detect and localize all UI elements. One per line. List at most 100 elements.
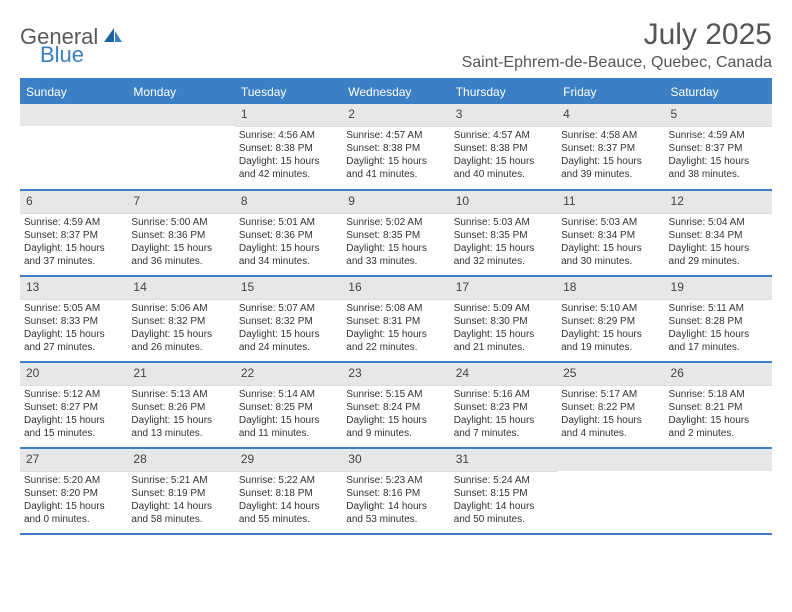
day-number: 30 (342, 449, 449, 472)
day-d2: and 13 minutes. (131, 427, 230, 440)
day-d1: Daylight: 15 hours (346, 328, 445, 341)
day-sr: Sunrise: 5:13 AM (131, 388, 230, 401)
day-ss: Sunset: 8:35 PM (454, 229, 553, 242)
day-sr: Sunrise: 5:07 AM (239, 302, 338, 315)
day-cell-10: 10Sunrise: 5:03 AMSunset: 8:35 PMDayligh… (450, 190, 557, 276)
empty-day-num (20, 104, 127, 126)
day-content: Sunrise: 5:09 AMSunset: 8:30 PMDaylight:… (450, 300, 557, 358)
day-d1: Daylight: 14 hours (346, 500, 445, 513)
day-cell-4: 4Sunrise: 4:58 AMSunset: 8:37 PMDaylight… (557, 104, 664, 190)
day-number: 20 (20, 363, 127, 386)
day-content: Sunrise: 5:10 AMSunset: 8:29 PMDaylight:… (557, 300, 664, 358)
day-ss: Sunset: 8:34 PM (561, 229, 660, 242)
day-content: Sunrise: 5:16 AMSunset: 8:23 PMDaylight:… (450, 386, 557, 444)
day-number: 6 (20, 191, 127, 214)
day-d1: Daylight: 15 hours (454, 328, 553, 341)
day-d1: Daylight: 15 hours (131, 328, 230, 341)
month-title: July 2025 (462, 18, 772, 52)
calendar-table: SundayMondayTuesdayWednesdayThursdayFrid… (20, 78, 772, 535)
day-cell-empty (665, 448, 772, 534)
day-sr: Sunrise: 5:09 AM (454, 302, 553, 315)
day-ss: Sunset: 8:19 PM (131, 487, 230, 500)
day-content: Sunrise: 4:58 AMSunset: 8:37 PMDaylight:… (557, 127, 664, 185)
day-cell-1: 1Sunrise: 4:56 AMSunset: 8:38 PMDaylight… (235, 104, 342, 190)
day-ss: Sunset: 8:20 PM (24, 487, 123, 500)
day-ss: Sunset: 8:27 PM (24, 401, 123, 414)
day-ss: Sunset: 8:21 PM (669, 401, 768, 414)
day-d2: and 32 minutes. (454, 255, 553, 268)
day-cell-7: 7Sunrise: 5:00 AMSunset: 8:36 PMDaylight… (127, 190, 234, 276)
day-cell-5: 5Sunrise: 4:59 AMSunset: 8:37 PMDaylight… (665, 104, 772, 190)
day-number: 25 (557, 363, 664, 386)
day-number: 24 (450, 363, 557, 386)
day-cell-12: 12Sunrise: 5:04 AMSunset: 8:34 PMDayligh… (665, 190, 772, 276)
day-sr: Sunrise: 4:56 AM (239, 129, 338, 142)
day-number: 31 (450, 449, 557, 472)
day-number: 3 (450, 104, 557, 127)
day-d2: and 55 minutes. (239, 513, 338, 526)
day-number: 12 (665, 191, 772, 214)
day-cell-16: 16Sunrise: 5:08 AMSunset: 8:31 PMDayligh… (342, 276, 449, 362)
day-cell-21: 21Sunrise: 5:13 AMSunset: 8:26 PMDayligh… (127, 362, 234, 448)
day-sr: Sunrise: 5:10 AM (561, 302, 660, 315)
location: Saint-Ephrem-de-Beauce, Quebec, Canada (462, 54, 772, 72)
day-d1: Daylight: 15 hours (454, 155, 553, 168)
day-d1: Daylight: 15 hours (669, 414, 768, 427)
day-d2: and 58 minutes. (131, 513, 230, 526)
day-ss: Sunset: 8:37 PM (669, 142, 768, 155)
day-ss: Sunset: 8:29 PM (561, 315, 660, 328)
day-d2: and 37 minutes. (24, 255, 123, 268)
day-sr: Sunrise: 5:24 AM (454, 474, 553, 487)
day-number: 13 (20, 277, 127, 300)
day-number: 16 (342, 277, 449, 300)
day-content: Sunrise: 4:59 AMSunset: 8:37 PMDaylight:… (665, 127, 772, 185)
day-sr: Sunrise: 5:17 AM (561, 388, 660, 401)
day-cell-29: 29Sunrise: 5:22 AMSunset: 8:18 PMDayligh… (235, 448, 342, 534)
day-d1: Daylight: 15 hours (239, 414, 338, 427)
day-cell-empty (127, 104, 234, 190)
day-sr: Sunrise: 5:23 AM (346, 474, 445, 487)
day-ss: Sunset: 8:25 PM (239, 401, 338, 414)
day-content: Sunrise: 4:59 AMSunset: 8:37 PMDaylight:… (20, 214, 127, 272)
day-cell-empty (20, 104, 127, 190)
day-cell-23: 23Sunrise: 5:15 AMSunset: 8:24 PMDayligh… (342, 362, 449, 448)
day-ss: Sunset: 8:38 PM (239, 142, 338, 155)
day-d2: and 39 minutes. (561, 168, 660, 181)
day-d2: and 22 minutes. (346, 341, 445, 354)
day-d1: Daylight: 15 hours (669, 155, 768, 168)
day-d2: and 27 minutes. (24, 341, 123, 354)
day-cell-24: 24Sunrise: 5:16 AMSunset: 8:23 PMDayligh… (450, 362, 557, 448)
day-content: Sunrise: 5:20 AMSunset: 8:20 PMDaylight:… (20, 472, 127, 530)
day-number: 28 (127, 449, 234, 472)
day-sr: Sunrise: 5:14 AM (239, 388, 338, 401)
day-cell-11: 11Sunrise: 5:03 AMSunset: 8:34 PMDayligh… (557, 190, 664, 276)
day-number: 2 (342, 104, 449, 127)
day-header-monday: Monday (127, 79, 234, 104)
day-number: 26 (665, 363, 772, 386)
day-ss: Sunset: 8:18 PM (239, 487, 338, 500)
day-d1: Daylight: 15 hours (346, 242, 445, 255)
day-sr: Sunrise: 5:01 AM (239, 216, 338, 229)
day-ss: Sunset: 8:31 PM (346, 315, 445, 328)
day-cell-3: 3Sunrise: 4:57 AMSunset: 8:38 PMDaylight… (450, 104, 557, 190)
day-header-tuesday: Tuesday (235, 79, 342, 104)
day-d2: and 40 minutes. (454, 168, 553, 181)
day-cell-25: 25Sunrise: 5:17 AMSunset: 8:22 PMDayligh… (557, 362, 664, 448)
day-content: Sunrise: 5:24 AMSunset: 8:15 PMDaylight:… (450, 472, 557, 530)
day-content: Sunrise: 5:02 AMSunset: 8:35 PMDaylight:… (342, 214, 449, 272)
day-header-sunday: Sunday (20, 79, 127, 104)
logo-text-blue: Blue (40, 42, 84, 68)
day-sr: Sunrise: 5:16 AM (454, 388, 553, 401)
day-number: 11 (557, 191, 664, 214)
day-cell-8: 8Sunrise: 5:01 AMSunset: 8:36 PMDaylight… (235, 190, 342, 276)
week-row: 13Sunrise: 5:05 AMSunset: 8:33 PMDayligh… (20, 276, 772, 362)
day-header-thursday: Thursday (450, 79, 557, 104)
day-number: 1 (235, 104, 342, 127)
day-d1: Daylight: 15 hours (561, 328, 660, 341)
day-ss: Sunset: 8:36 PM (131, 229, 230, 242)
day-ss: Sunset: 8:36 PM (239, 229, 338, 242)
day-number: 21 (127, 363, 234, 386)
day-d1: Daylight: 15 hours (24, 242, 123, 255)
day-d2: and 17 minutes. (669, 341, 768, 354)
day-ss: Sunset: 8:32 PM (131, 315, 230, 328)
